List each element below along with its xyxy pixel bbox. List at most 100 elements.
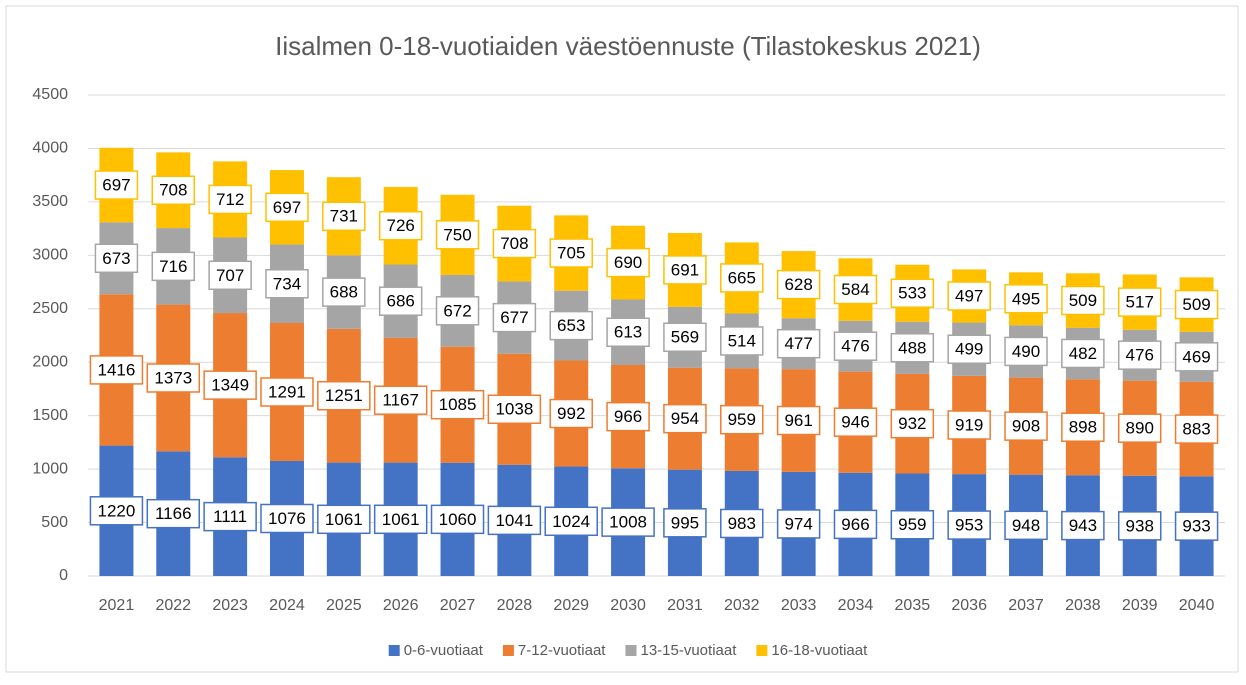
legend: 0-6-vuotiaat 7-12-vuotiaat 13-15-vuotiaat 1… bbox=[388, 642, 868, 659]
data-label-box bbox=[378, 286, 423, 316]
data-label: 983 bbox=[728, 514, 756, 533]
data-label-box bbox=[317, 380, 371, 411]
data-label-box bbox=[1004, 284, 1048, 314]
x-tick-label: 2027 bbox=[440, 597, 476, 614]
data-label: 961 bbox=[784, 411, 812, 430]
data-label: 686 bbox=[386, 292, 414, 311]
legend-marker bbox=[388, 645, 400, 656]
data-label: 1061 bbox=[325, 510, 363, 529]
data-label: 712 bbox=[216, 190, 244, 209]
data-label: 665 bbox=[728, 268, 756, 287]
x-tick-label: 2034 bbox=[838, 597, 874, 614]
data-label: 490 bbox=[1012, 342, 1040, 361]
data-label-box bbox=[435, 296, 480, 326]
x-tick-label: 2038 bbox=[1065, 597, 1101, 614]
data-label-box bbox=[833, 509, 878, 540]
data-label-box bbox=[606, 247, 650, 278]
data-label: 966 bbox=[614, 407, 642, 426]
legend-label: 0-6-vuotiaat bbox=[404, 642, 484, 659]
data-label-box bbox=[203, 370, 257, 400]
x-tick-label: 2036 bbox=[951, 597, 987, 614]
data-label: 653 bbox=[557, 316, 585, 335]
data-label: 1220 bbox=[98, 501, 136, 520]
data-label-box bbox=[1004, 411, 1048, 441]
data-label-box bbox=[492, 302, 537, 333]
x-tick-label: 2023 bbox=[212, 597, 248, 614]
y-tick-label: 1500 bbox=[32, 407, 68, 424]
data-label: 476 bbox=[841, 337, 869, 356]
data-label: 1060 bbox=[439, 510, 477, 529]
data-label: 954 bbox=[671, 409, 699, 428]
data-label: 959 bbox=[728, 410, 756, 429]
data-label-box bbox=[1174, 511, 1219, 541]
data-label-box bbox=[890, 278, 935, 308]
data-label-box bbox=[833, 274, 878, 305]
data-label: 497 bbox=[955, 286, 983, 305]
x-tick-label: 2029 bbox=[553, 597, 589, 614]
x-tick-label: 2021 bbox=[99, 597, 135, 614]
data-label-box bbox=[833, 331, 878, 361]
data-label-box bbox=[776, 405, 821, 436]
data-label: 946 bbox=[841, 413, 869, 432]
data-label: 1166 bbox=[155, 504, 192, 523]
data-label-box bbox=[1061, 412, 1105, 442]
data-label-box bbox=[1004, 336, 1048, 367]
x-tick-label: 2031 bbox=[667, 597, 703, 614]
x-tick-label: 2033 bbox=[781, 597, 817, 614]
data-label: 477 bbox=[784, 334, 812, 353]
data-label: 974 bbox=[784, 514, 812, 533]
x-tick-label: 2026 bbox=[383, 597, 419, 614]
data-label: 499 bbox=[955, 340, 983, 359]
data-label: 734 bbox=[273, 274, 301, 293]
data-label: 890 bbox=[1126, 419, 1154, 438]
data-label: 677 bbox=[500, 308, 528, 327]
data-label: 488 bbox=[898, 338, 926, 357]
data-label: 708 bbox=[500, 234, 528, 253]
x-tick-label: 2022 bbox=[155, 597, 191, 614]
y-tick-label: 4000 bbox=[32, 140, 68, 157]
x-tick-label: 2039 bbox=[1122, 597, 1158, 614]
data-label: 959 bbox=[898, 515, 926, 534]
data-label-box bbox=[720, 326, 764, 356]
data-label: 731 bbox=[330, 207, 358, 226]
data-label-box bbox=[1174, 414, 1219, 444]
data-label: 673 bbox=[102, 249, 130, 268]
data-label-box bbox=[890, 509, 935, 540]
data-label-box bbox=[373, 504, 428, 535]
data-label-box bbox=[151, 251, 196, 282]
data-label-box bbox=[203, 501, 257, 532]
x-tick-label: 2035 bbox=[895, 597, 931, 614]
data-label-box bbox=[1061, 510, 1105, 541]
data-label-box bbox=[720, 404, 764, 435]
data-label-box bbox=[549, 238, 593, 268]
data-label-box bbox=[89, 496, 144, 526]
data-label: 495 bbox=[1012, 289, 1040, 308]
data-label: 883 bbox=[1182, 420, 1210, 439]
data-label: 933 bbox=[1182, 517, 1210, 536]
y-tick-label: 0 bbox=[59, 567, 68, 584]
data-label-box bbox=[89, 355, 144, 385]
data-label: 898 bbox=[1069, 418, 1097, 437]
data-label: 919 bbox=[955, 416, 983, 435]
data-label-box bbox=[776, 328, 821, 359]
data-label-box bbox=[208, 260, 252, 291]
data-label-box bbox=[260, 377, 314, 407]
data-label-box bbox=[1117, 511, 1162, 541]
data-label-box bbox=[720, 263, 764, 293]
data-label: 584 bbox=[841, 280, 869, 299]
data-label: 705 bbox=[557, 244, 585, 263]
data-label: 690 bbox=[614, 253, 642, 272]
data-label: 533 bbox=[898, 284, 926, 303]
data-label: 509 bbox=[1069, 291, 1097, 310]
data-label: 948 bbox=[1012, 516, 1040, 535]
data-label: 482 bbox=[1069, 344, 1097, 363]
y-tick-label: 1000 bbox=[32, 460, 68, 477]
data-label-box bbox=[549, 398, 593, 429]
legend-marker bbox=[756, 645, 768, 656]
chart-title: Iisalmen 0-18-vuotiaiden väestöennuste (… bbox=[275, 31, 981, 61]
data-label-box bbox=[151, 175, 196, 205]
legend-marker bbox=[625, 645, 637, 656]
data-label: 1085 bbox=[439, 395, 477, 414]
data-label-box bbox=[1174, 342, 1219, 372]
data-label-box bbox=[487, 505, 542, 536]
